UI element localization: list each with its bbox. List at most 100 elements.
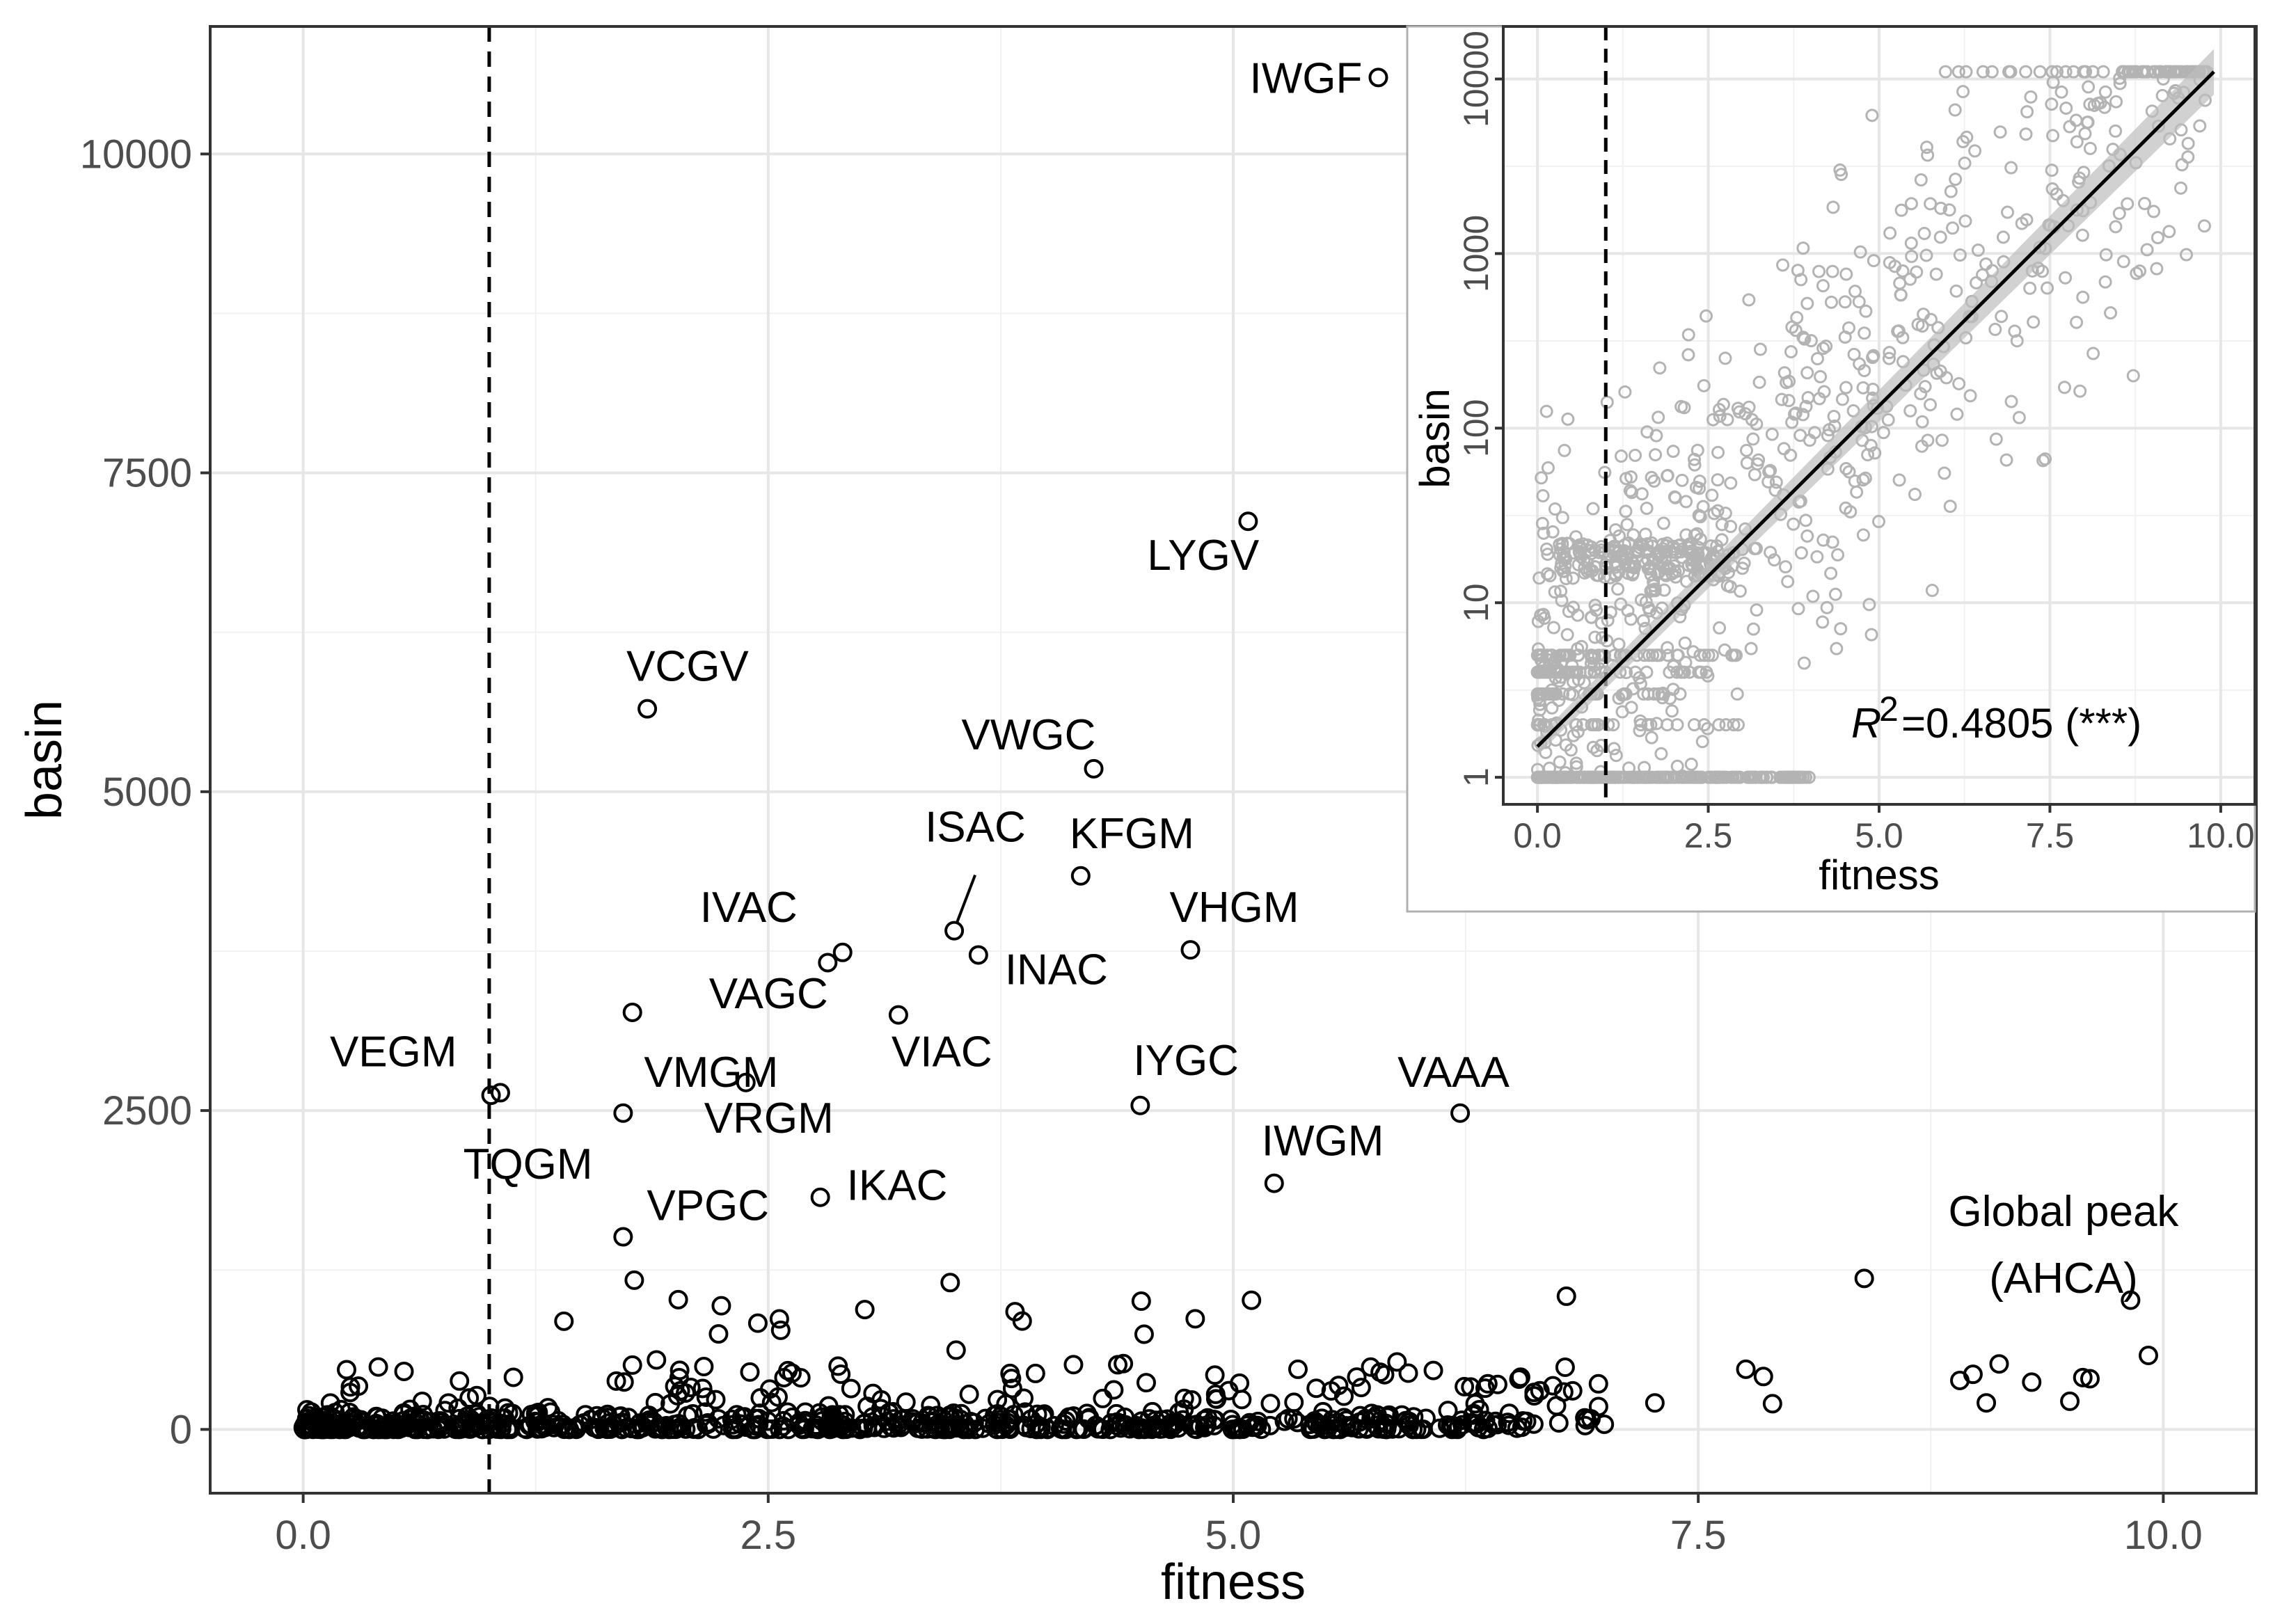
main-point xyxy=(696,1387,716,1408)
main-point-labeled xyxy=(832,942,853,962)
inset-point xyxy=(1938,65,1952,79)
main-point xyxy=(770,1320,791,1340)
main-point xyxy=(1467,1414,1487,1434)
inset-point xyxy=(1791,602,1805,616)
main-point xyxy=(1366,1415,1386,1435)
inset-y-tick-label: 1 xyxy=(1457,767,1496,787)
main-point xyxy=(1025,1363,1045,1383)
inset-point xyxy=(1585,564,1599,578)
inset-point xyxy=(1750,603,1764,617)
main-point xyxy=(608,1413,628,1433)
inset-point xyxy=(1842,321,1855,335)
inset-point xyxy=(2082,80,2096,94)
main-point xyxy=(940,1417,960,1437)
main-point xyxy=(1753,1367,1773,1387)
inset-y-tick-label: 100 xyxy=(1457,399,1496,457)
inset-point xyxy=(1824,295,1838,309)
main-point xyxy=(1854,1268,1874,1289)
main-point-label: VWGC xyxy=(962,711,1096,759)
main-point-labeled xyxy=(736,1072,756,1092)
inset-point xyxy=(1953,248,1967,262)
inset-point xyxy=(2130,65,2144,79)
inset-point xyxy=(2038,452,2052,466)
main-point xyxy=(349,1376,369,1396)
main-point xyxy=(435,1401,455,1421)
inset-point xyxy=(1577,676,1591,690)
inset-point xyxy=(1571,608,1585,622)
inset-point xyxy=(1729,648,1743,662)
inset-point xyxy=(2181,150,2195,164)
inset-point xyxy=(1787,517,1800,531)
main-point-label: VMGM xyxy=(644,1049,778,1097)
inset-point xyxy=(1606,718,1620,732)
main-x-tick-label: 7.5 xyxy=(1670,1513,1727,1558)
main-point-label: VPGC xyxy=(647,1182,769,1230)
inset-point xyxy=(1796,331,1810,344)
inset-point xyxy=(2050,187,2064,201)
main-y-tick-label: 0 xyxy=(170,1407,192,1452)
main-point xyxy=(828,1356,848,1376)
inset-point xyxy=(1785,415,1799,429)
inset-point xyxy=(1739,407,1752,421)
inset-point xyxy=(1730,687,1744,701)
inset-point xyxy=(1894,288,1908,302)
main-point xyxy=(1288,1359,1308,1379)
inset-point xyxy=(1713,409,1727,423)
inset-point xyxy=(1976,268,1990,282)
main-point xyxy=(1398,1363,1418,1383)
main-point xyxy=(965,1419,985,1440)
inset-point xyxy=(1548,585,1562,599)
inset-point xyxy=(1924,398,1938,412)
inset-point xyxy=(1607,742,1621,756)
inset-point xyxy=(1949,173,1963,186)
inset-point xyxy=(1711,504,1725,518)
inset-point xyxy=(1826,200,1840,214)
main-point xyxy=(1509,1369,1529,1390)
inset-point xyxy=(1590,744,1604,758)
main-point xyxy=(669,1367,689,1387)
inset-point xyxy=(1779,560,1793,574)
main-point xyxy=(831,1364,851,1384)
inset-point xyxy=(1642,648,1656,662)
inset-point xyxy=(1933,230,1947,244)
main-point-labeled xyxy=(888,1005,908,1025)
main-point xyxy=(1403,1419,1423,1440)
main-point xyxy=(1329,1376,1349,1396)
inset-point xyxy=(1569,756,1583,770)
inset-point xyxy=(2086,65,2100,79)
main-point xyxy=(660,1394,681,1414)
main-point xyxy=(394,1361,414,1381)
inset-point xyxy=(1633,714,1647,728)
inset-point xyxy=(2112,207,2126,221)
inset-point xyxy=(1908,487,1922,501)
inset-point xyxy=(1807,426,1821,440)
inset-point xyxy=(1865,109,1879,122)
inset-point xyxy=(1565,659,1579,673)
inset-point xyxy=(2020,213,2034,227)
inset-point xyxy=(1989,432,2003,446)
inset-point xyxy=(2098,85,2112,99)
inset-point xyxy=(1535,516,1549,530)
inset-point xyxy=(2050,65,2064,79)
inset-point xyxy=(1697,546,1711,559)
inset-point xyxy=(1796,770,1810,784)
inset-point xyxy=(1590,770,1604,784)
inset-fit-line xyxy=(1536,70,2215,748)
main-point xyxy=(1351,1378,1371,1398)
inset-point xyxy=(1800,366,1814,380)
inset-point xyxy=(1636,614,1650,628)
inset-point xyxy=(1621,604,1635,618)
inset-x-axis-title: fitness xyxy=(1819,852,1939,898)
main-point xyxy=(588,1419,608,1440)
global-peak-annotation-line1: Global peak xyxy=(1949,1188,2180,1236)
inset-point xyxy=(1624,701,1638,715)
main-point xyxy=(806,1415,826,1435)
inset-point xyxy=(1935,433,1949,447)
inset-point xyxy=(1661,641,1674,655)
main-point xyxy=(1524,1383,1544,1403)
main-point xyxy=(769,1309,789,1329)
main-point xyxy=(683,1419,704,1439)
inset-point xyxy=(1553,537,1567,551)
inset-point xyxy=(1695,735,1709,749)
